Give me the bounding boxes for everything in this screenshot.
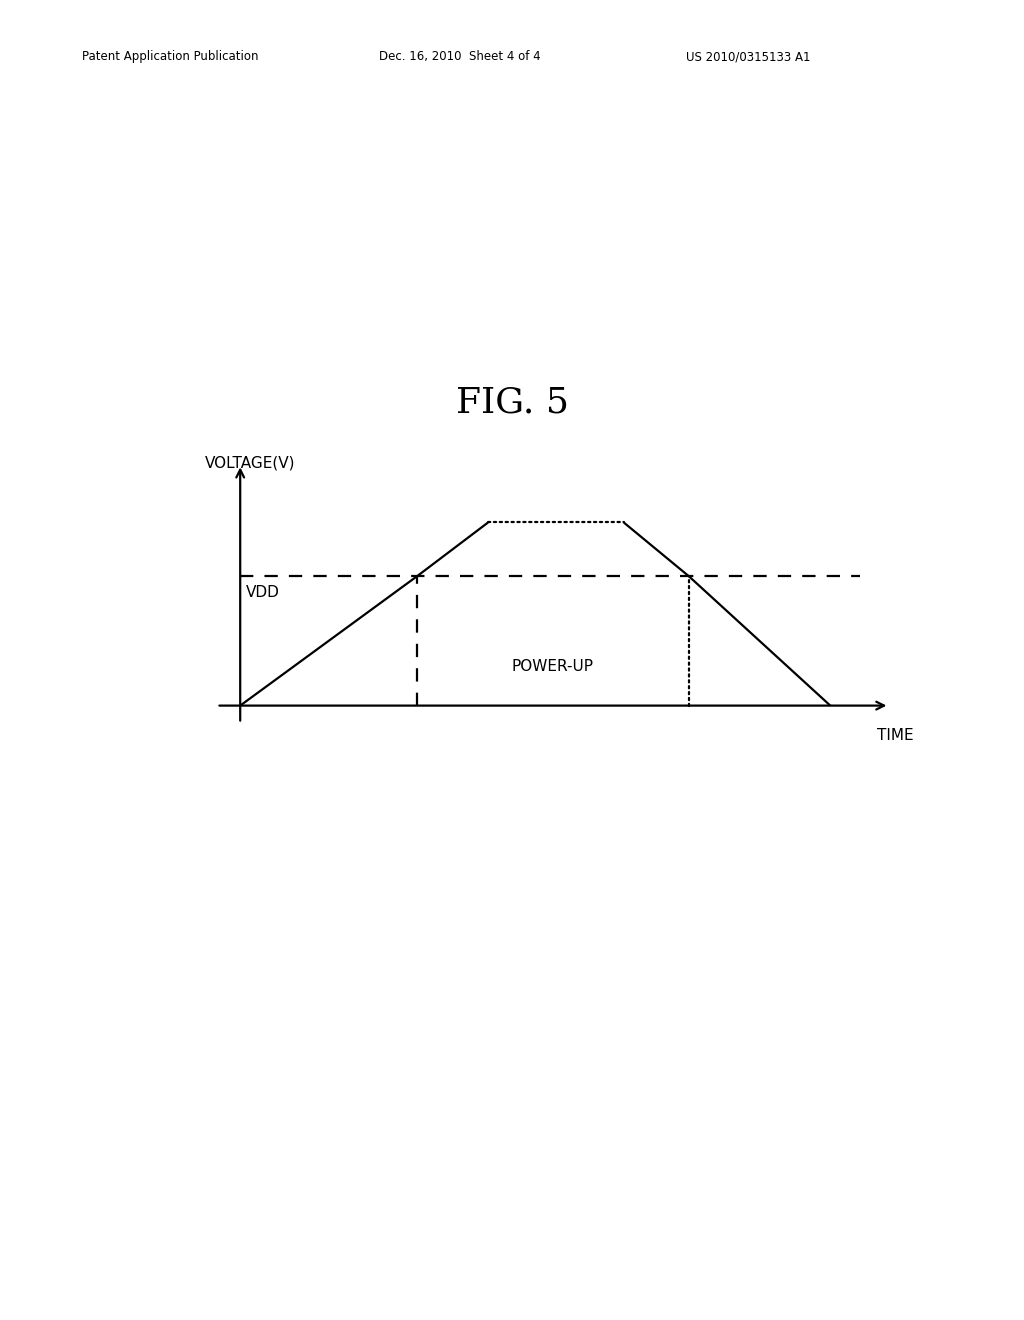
Text: US 2010/0315133 A1: US 2010/0315133 A1 xyxy=(686,50,811,63)
Text: VDD: VDD xyxy=(246,585,280,601)
Text: VOLTAGE(V): VOLTAGE(V) xyxy=(205,455,295,470)
Text: FIG. 5: FIG. 5 xyxy=(456,385,568,420)
Text: Patent Application Publication: Patent Application Publication xyxy=(82,50,258,63)
Text: TIME: TIME xyxy=(877,727,913,743)
Text: POWER-UP: POWER-UP xyxy=(512,659,594,675)
Text: Dec. 16, 2010  Sheet 4 of 4: Dec. 16, 2010 Sheet 4 of 4 xyxy=(379,50,541,63)
